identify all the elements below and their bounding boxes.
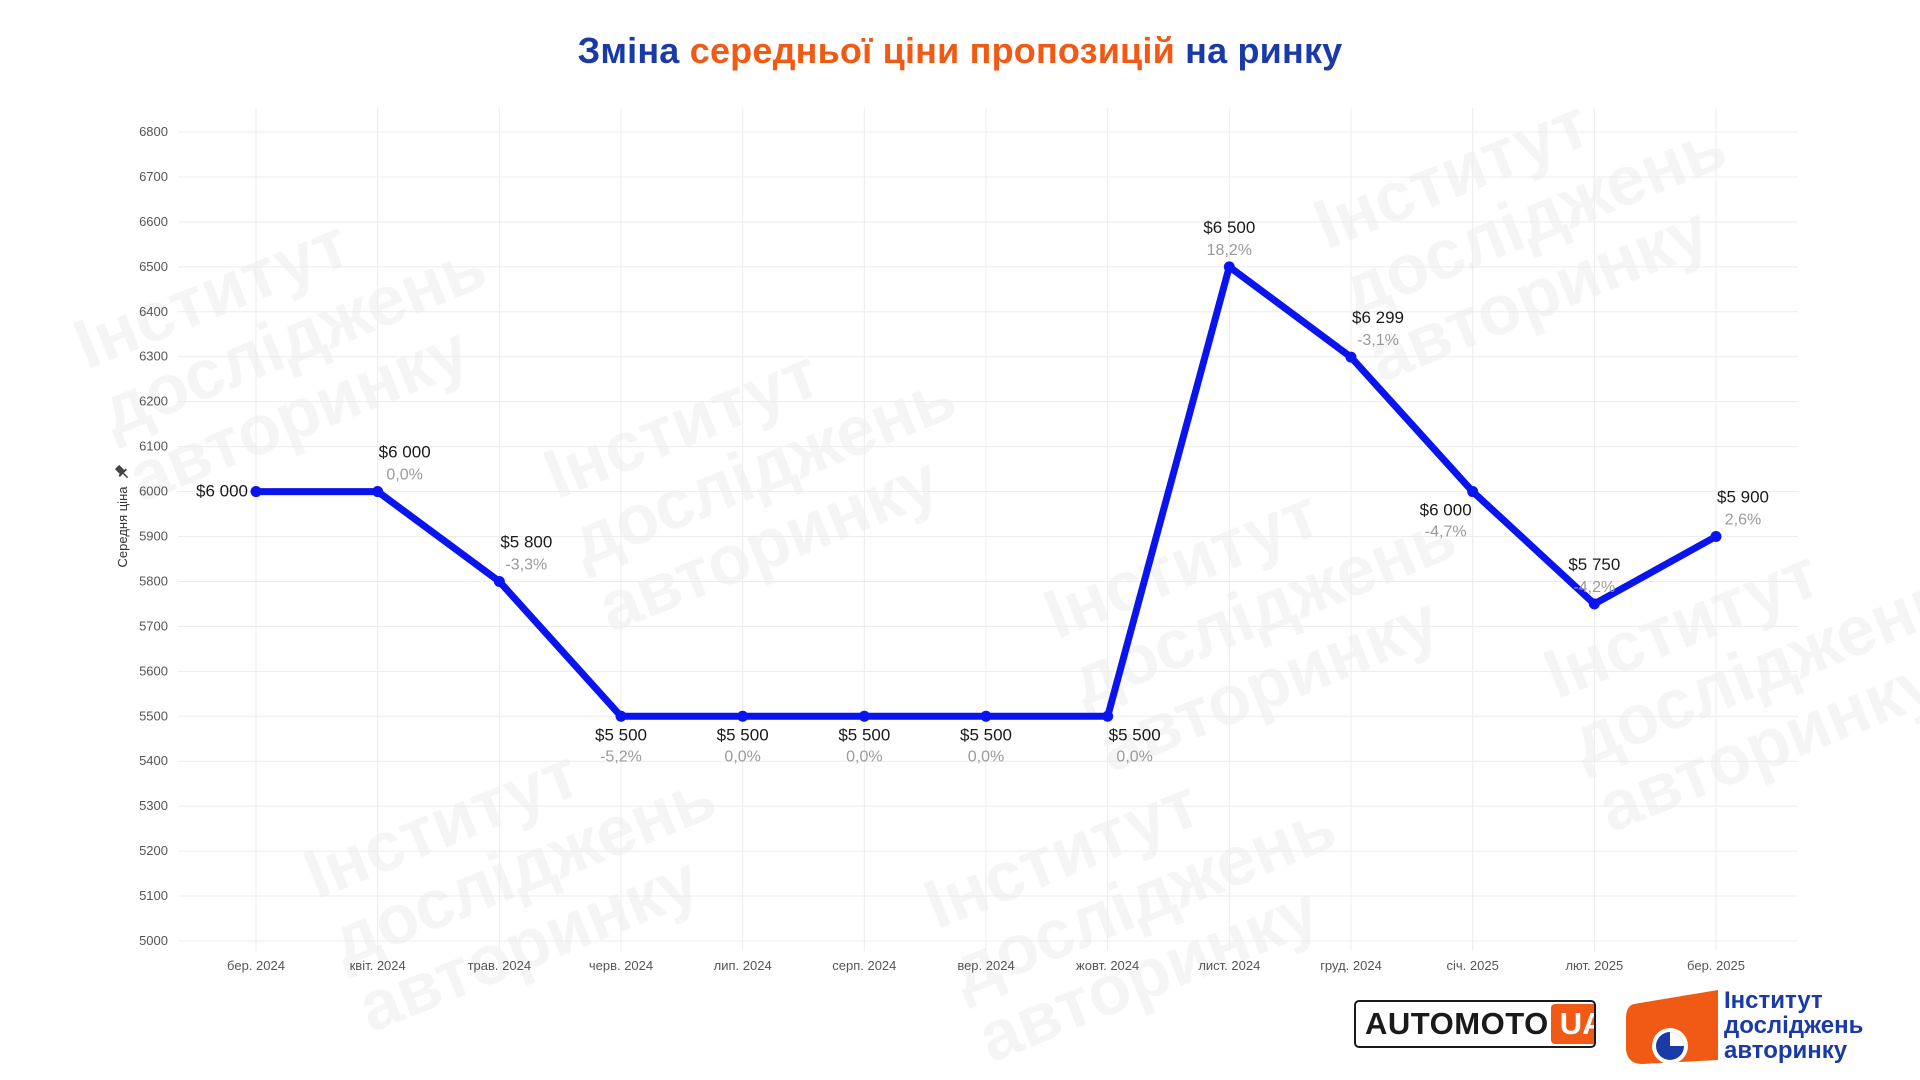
x-tick-label: вер. 2024 — [957, 958, 1014, 973]
data-value-label: $6 500 — [1203, 218, 1255, 237]
title-part-2: середньої ціни пропозицій — [689, 30, 1175, 71]
data-change-label: 0,0% — [846, 748, 882, 765]
data-value-label: $5 500 — [717, 725, 769, 744]
data-points — [250, 261, 1722, 722]
data-point — [1345, 351, 1357, 363]
data-change-label: 0,0% — [968, 748, 1004, 765]
y-tick-label: 5200 — [139, 843, 168, 858]
y-tick-label: 5100 — [139, 888, 168, 903]
data-point — [250, 486, 262, 498]
data-value-label: $5 500 — [960, 725, 1012, 744]
pin-icon — [114, 464, 129, 479]
data-value-label: $6 000 — [1420, 501, 1472, 520]
data-value-label: $5 500 — [595, 725, 647, 744]
title-part-3: на ринку — [1185, 30, 1343, 71]
data-point — [1102, 710, 1114, 722]
data-change-label: -4,2% — [1573, 579, 1615, 596]
data-value-label: $6 299 — [1352, 308, 1404, 327]
y-tick-label: 6000 — [139, 484, 168, 499]
x-tick-label: лют. 2025 — [1565, 958, 1623, 973]
x-tick-label: січ. 2025 — [1447, 958, 1499, 973]
data-value-label: $6 000 — [196, 482, 248, 501]
y-tick-label: 5000 — [139, 933, 168, 948]
automoto-logo-suffix: UA — [1550, 1004, 1594, 1044]
data-point — [1588, 598, 1600, 610]
x-tick-label: жовт. 2024 — [1076, 958, 1139, 973]
data-labels: $6 000 $6 000 0,0% $5 800 -3,3% $5 500 -5,2% $5… — [196, 218, 1769, 765]
x-axis: бер. 2024 квіт. 2024 трав. 2024 черв. 2024 л… — [227, 958, 1745, 973]
y-tick-label: 6400 — [139, 304, 168, 319]
automoto-logo-text: AUTOMOTO — [1365, 1006, 1549, 1041]
data-value-label: $6 000 — [379, 443, 431, 462]
y-axis-label: Середня ціна — [115, 486, 130, 568]
y-tick-label: 6100 — [139, 439, 168, 454]
x-tick-label: серп. 2024 — [832, 958, 896, 973]
y-tick-label: 5700 — [139, 618, 168, 633]
y-tick-label: 6700 — [139, 169, 168, 184]
y-axis-label-group: Середня ціна — [114, 464, 130, 568]
y-tick-label: 5900 — [139, 529, 168, 544]
institute-logo-text: Інститут досліджень авторинку — [1724, 988, 1863, 1063]
data-change-label: 0,0% — [724, 748, 760, 765]
y-tick-label: 5600 — [139, 663, 168, 678]
data-change-label: -4,7% — [1425, 524, 1467, 541]
x-tick-label: груд. 2024 — [1320, 958, 1382, 973]
x-tick-label: квіт. 2024 — [350, 958, 406, 973]
y-tick-label: 5500 — [139, 708, 168, 723]
data-change-label: -3,3% — [505, 556, 547, 573]
y-tick-label: 5800 — [139, 573, 168, 588]
chart-title: Зміна середньої ціни пропозицій на ринку — [0, 30, 1920, 72]
data-point — [615, 710, 627, 722]
data-change-label: 0,0% — [386, 467, 422, 484]
data-point — [372, 486, 384, 498]
y-tick-label: 6300 — [139, 349, 168, 364]
x-tick-label: черв. 2024 — [589, 958, 653, 973]
institute-logo-line-1: Інститут — [1724, 987, 1823, 1014]
data-point — [858, 710, 870, 722]
y-tick-label: 6800 — [139, 124, 168, 139]
data-point — [1467, 486, 1479, 498]
y-tick-label: 5300 — [139, 798, 168, 813]
data-point — [493, 575, 505, 587]
data-value-label: $5 750 — [1568, 555, 1620, 574]
automoto-logo: AUTOMOTO UA — [1354, 1000, 1596, 1048]
data-value-label: $5 900 — [1717, 488, 1769, 507]
data-point — [980, 710, 992, 722]
x-tick-label: бер. 2025 — [1687, 958, 1745, 973]
chart-grid — [178, 108, 1798, 951]
institute-logo-line-2: досліджень — [1724, 1012, 1864, 1039]
institute-logo-line-3: авторинку — [1724, 1037, 1848, 1064]
data-change-label: -3,1% — [1357, 332, 1399, 349]
y-tick-label: 6200 — [139, 394, 168, 409]
y-axis: 5000 5100 5200 5300 5400 5500 5600 5700 5800 5900… — [139, 124, 168, 948]
title-part-1: Зміна — [577, 30, 680, 71]
data-value-label: $5 500 — [838, 725, 890, 744]
data-value-label: $5 800 — [500, 532, 552, 551]
x-tick-label: лип. 2024 — [714, 958, 772, 973]
x-tick-label: бер. 2024 — [227, 958, 285, 973]
data-change-label: -5,2% — [600, 748, 642, 765]
data-change-label: 0,0% — [1116, 748, 1152, 765]
data-point — [1223, 261, 1235, 273]
data-point — [1710, 531, 1722, 542]
data-point — [737, 710, 749, 722]
institute-logo: Інститут досліджень авторинку — [1622, 984, 1912, 1070]
y-tick-label: 6500 — [139, 259, 168, 274]
data-value-label: $5 500 — [1109, 725, 1161, 744]
data-change-label: 2,6% — [1725, 512, 1761, 529]
y-tick-label: 6600 — [139, 214, 168, 229]
y-tick-label: 5400 — [139, 753, 168, 768]
institute-logo-icon — [1626, 990, 1718, 1064]
data-change-label: 18,2% — [1207, 242, 1252, 259]
x-tick-label: лист. 2024 — [1198, 958, 1260, 973]
x-tick-label: трав. 2024 — [468, 958, 531, 973]
